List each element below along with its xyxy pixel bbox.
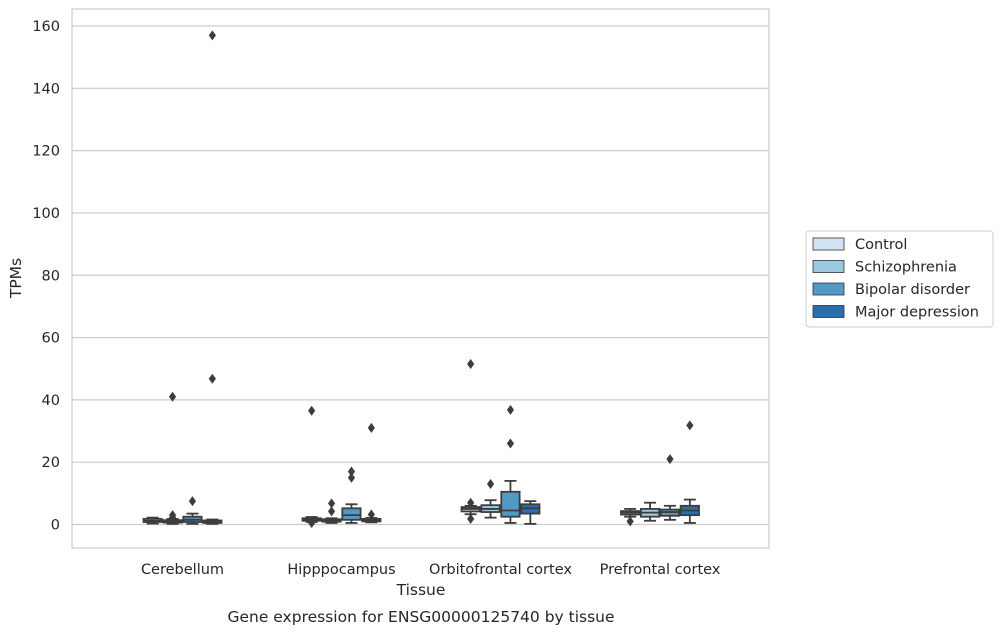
legend: Control Schizophrenia Bipolar disorder Majo… — [805, 230, 994, 328]
outlier-point — [188, 496, 197, 507]
plot-frame — [71, 8, 770, 549]
outlier-point — [208, 30, 216, 41]
box-group — [640, 501, 661, 522]
box-group — [202, 30, 223, 525]
box-group — [321, 498, 342, 524]
outlier-point — [467, 513, 475, 524]
outlier-point — [367, 509, 375, 520]
box-group — [659, 454, 680, 521]
box-group — [162, 391, 183, 525]
box-iqr — [500, 490, 521, 518]
y-tick-label: 20 — [42, 455, 60, 471]
outlier-point — [168, 512, 177, 523]
y-tick-label: 80 — [42, 268, 60, 284]
legend-swatch — [812, 260, 845, 273]
outlier-point — [208, 373, 216, 384]
legend-label: Bipolar disorder — [855, 282, 970, 298]
box-group — [142, 516, 163, 525]
box-iqr — [341, 507, 362, 521]
y-tick-label: 100 — [32, 206, 60, 222]
x-tick-label: Hipppocampus — [287, 562, 395, 578]
box-group — [460, 359, 481, 524]
y-tick-label: 0 — [51, 518, 60, 534]
legend-swatch — [812, 237, 845, 251]
box-group — [480, 478, 501, 519]
box-elements — [142, 30, 700, 528]
y-tick-label: 120 — [32, 144, 60, 160]
outlier-point — [506, 438, 515, 449]
outlier-point — [367, 422, 375, 433]
outlier-point — [486, 478, 495, 489]
y-axis-title: TPMs — [7, 258, 25, 299]
outlier-point — [666, 454, 674, 465]
box-group — [620, 508, 641, 527]
y-tick-label: 60 — [42, 331, 60, 347]
chart-caption: Gene expression for ENSG00000125740 by t… — [227, 608, 614, 626]
outlier-point — [308, 517, 316, 528]
legend-label: Schizophrenia — [855, 260, 957, 276]
outlier-point — [347, 472, 356, 483]
outlier-point — [347, 466, 356, 477]
box-group — [679, 420, 700, 524]
box-group — [301, 405, 322, 528]
x-axis-title: Tissue — [396, 581, 446, 599]
outlier-point — [327, 506, 336, 517]
legend-swatch — [812, 305, 845, 318]
box-group — [361, 422, 382, 524]
x-tick-label: Orbitofrontal cortex — [429, 562, 572, 578]
outlier-point — [467, 497, 475, 508]
legend-label: Control — [855, 237, 907, 253]
outlier-point — [686, 420, 694, 431]
outlier-point — [308, 405, 316, 416]
box-group — [341, 466, 362, 524]
legend-swatch — [812, 282, 845, 296]
x-tick-labels: Cerebellum Hipppocampus Orbitofrontal cort… — [141, 562, 721, 578]
box-group — [520, 500, 541, 525]
legend-frame — [805, 230, 994, 328]
outlier-point — [626, 516, 634, 527]
y-tick-label: 160 — [32, 19, 60, 35]
y-tick-label: 40 — [42, 393, 60, 409]
outlier-point — [506, 404, 515, 415]
outlier-point — [467, 359, 475, 370]
legend-label: Major depression — [855, 305, 979, 321]
y-tick-label: 140 — [32, 81, 60, 97]
box-group — [182, 496, 203, 525]
x-tick-label: Cerebellum — [141, 562, 224, 578]
x-tick-label: Prefrontal cortex — [600, 562, 721, 578]
y-tick-labels: 0 20 40 60 80 100 120 140 160 — [32, 19, 60, 533]
outlier-point — [168, 391, 177, 402]
grid-lines — [72, 25, 769, 526]
box-group — [500, 404, 521, 524]
outlier-point — [327, 498, 336, 509]
